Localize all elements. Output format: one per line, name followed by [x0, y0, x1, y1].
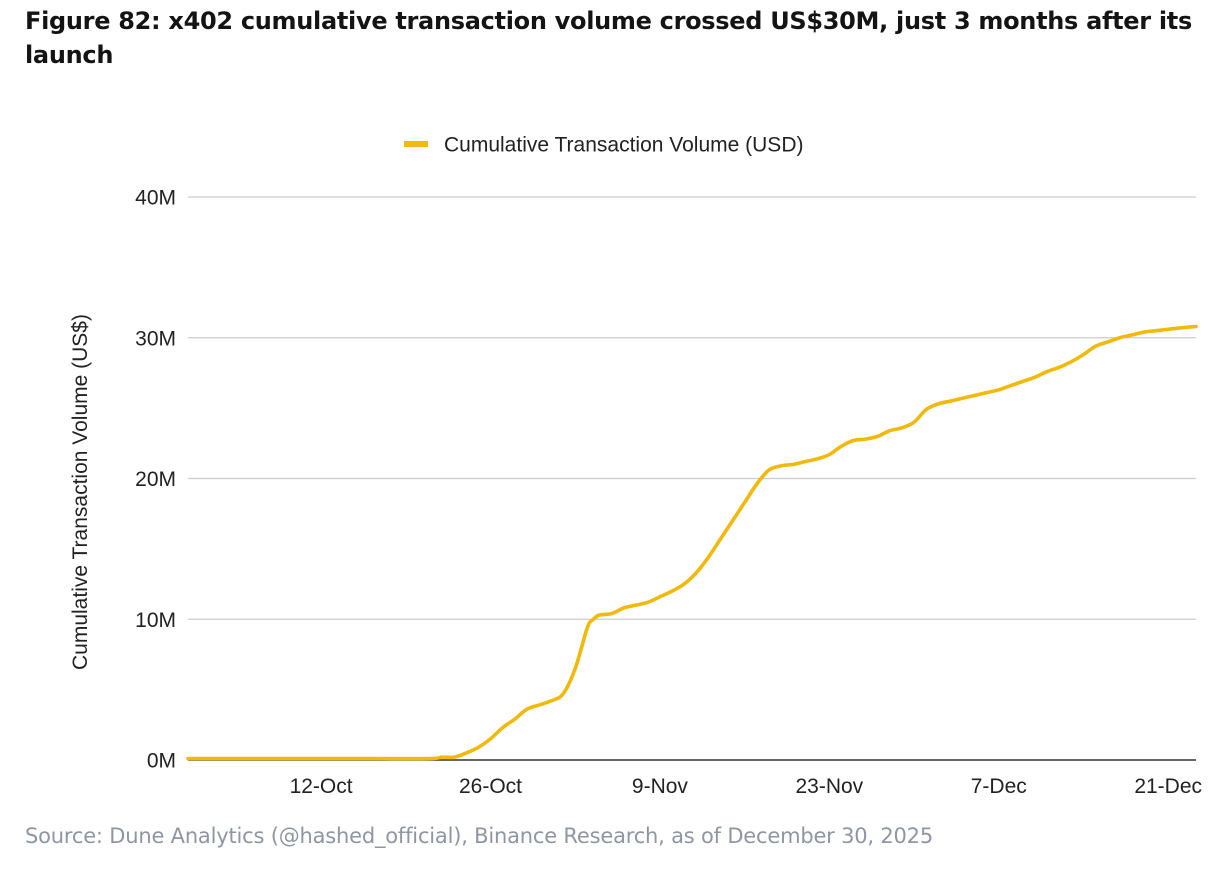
y-tick-label: 10M [135, 609, 176, 632]
x-tick-label: 23-Nov [795, 775, 863, 798]
x-tick-label: 12-Oct [290, 775, 353, 798]
x-tick-label: 26-Oct [459, 775, 522, 798]
y-tick-label: 0M [147, 750, 176, 773]
source-note: Source: Dune Analytics (@hashed_official… [25, 824, 934, 848]
legend: Cumulative Transaction Volume (USD) [404, 134, 803, 157]
x-tick-label: 21-Dec [1134, 775, 1202, 798]
legend-label: Cumulative Transaction Volume (USD) [444, 134, 803, 157]
y-tick-label: 40M [135, 187, 176, 210]
series-line-cumulative-volume [186, 324, 1198, 761]
y-axis-tick-labels: 0M 10M 20M 30M 40M [135, 187, 176, 773]
y-tick-label: 20M [135, 468, 176, 491]
y-tick-label: 30M [135, 327, 176, 350]
gridlines [188, 196, 1196, 620]
x-tick-label: 7-Dec [971, 775, 1027, 798]
figure-title: Figure 82: x402 cumulative transaction v… [25, 7, 1192, 69]
x-axis-tick-labels: 12-Oct 26-Oct 9-Nov 23-Nov 7-Dec 21-Dec [290, 775, 1202, 798]
y-axis-label: Cumulative Transaction Volume (US$) [69, 314, 92, 670]
x-tick-label: 9-Nov [632, 775, 689, 798]
series-group [186, 324, 1198, 761]
